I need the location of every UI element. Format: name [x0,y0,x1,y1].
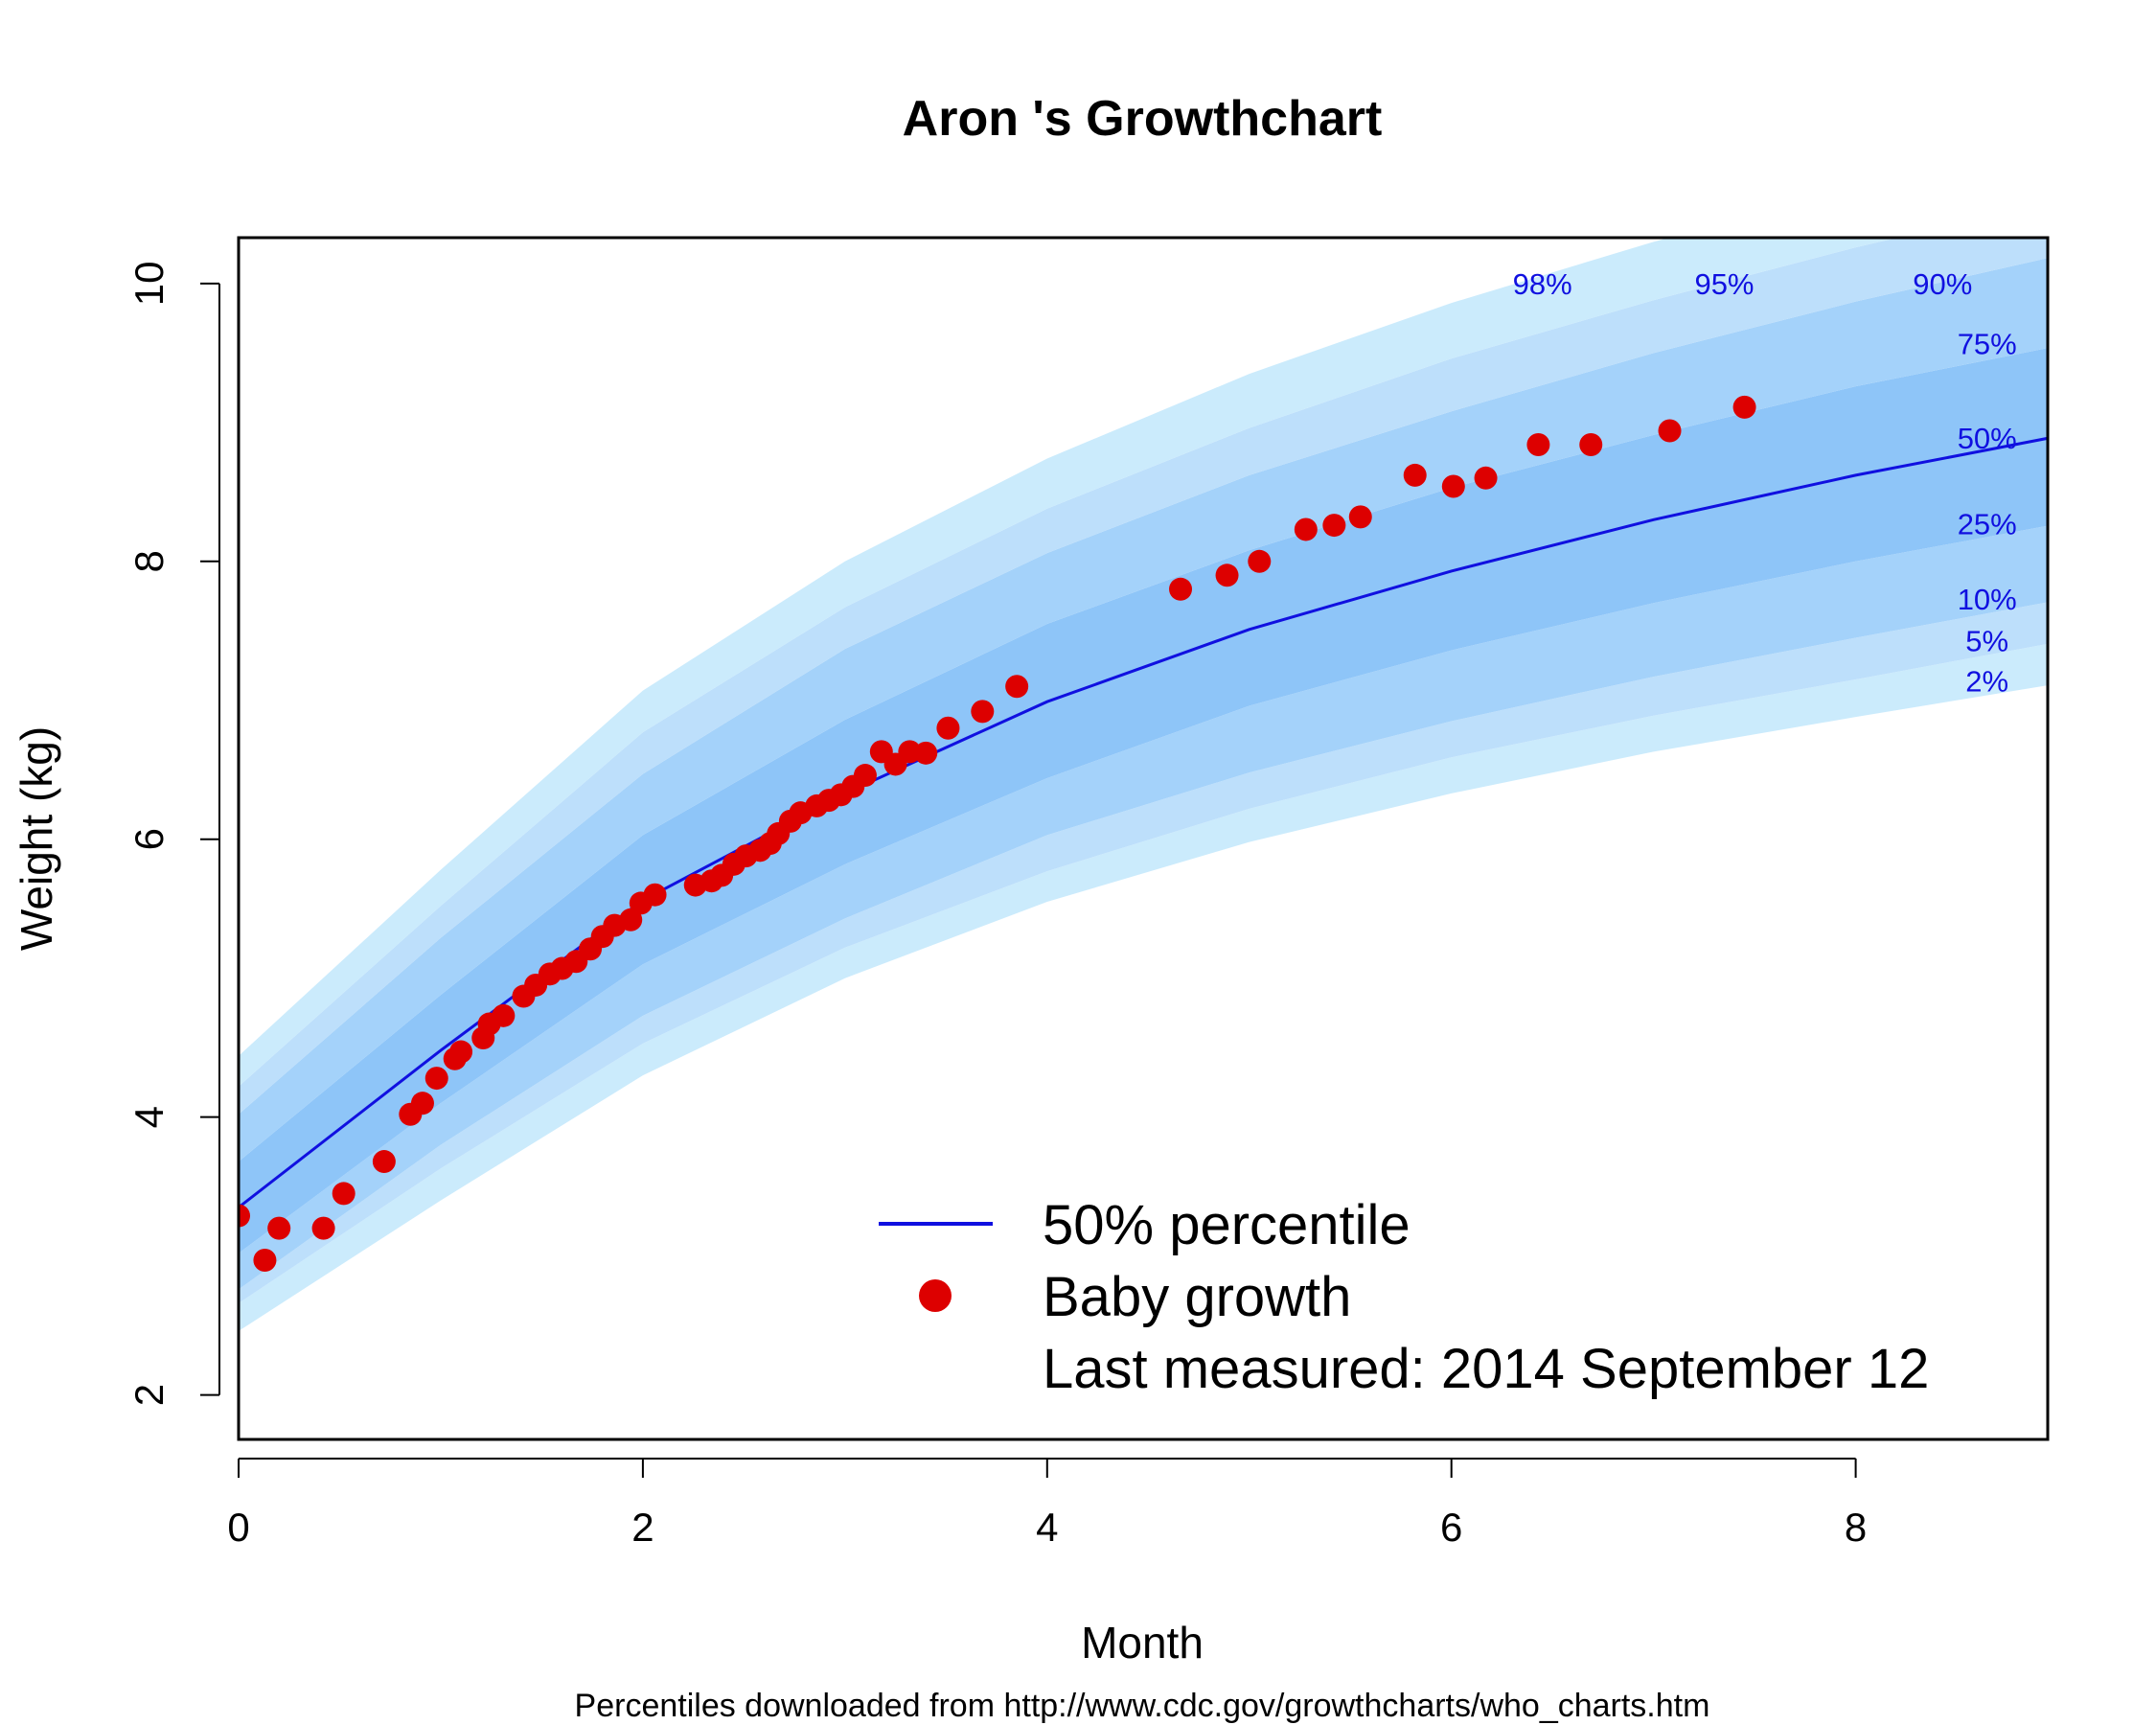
growth-point [1215,564,1239,587]
growth-point [619,908,643,932]
growth-point [1322,514,1346,538]
growth-point [1248,549,1272,573]
y-tick-label: 4 [126,1106,172,1128]
growth-point [239,1204,250,1228]
y-axis: 2 4 6 8 10 [126,261,220,1406]
x-axis-label: Month [1081,1618,1204,1668]
legend-point-swatch [919,1279,952,1312]
growth-point [1169,577,1193,601]
percentile-label-10: 10% [1958,583,2017,616]
growth-point [914,741,938,765]
x-tick-label: 6 [1440,1505,1462,1550]
percentile-band-50-75 [239,348,2048,1208]
percentile-label-90: 90% [1913,267,1972,301]
growth-point [1441,474,1465,498]
chart-title: Aron 's Growthchart [903,91,1383,147]
growth-point [332,1182,356,1206]
growth-point [1348,505,1372,529]
growth-point [936,716,960,740]
y-axis-label: Weight (kg) [11,726,61,951]
x-tick-label: 4 [1036,1505,1058,1550]
source-caption: Percentiles downloaded from http://www.c… [575,1688,1710,1724]
percentile-bands [239,238,2048,1331]
plot-frame [237,236,2050,1441]
baby-growth-points [239,395,1756,1272]
growth-point [1732,395,1756,419]
percentile-band-25-50 [239,438,2048,1254]
growth-point [1526,433,1550,457]
growth-point [853,764,877,788]
growth-point [1294,518,1318,541]
percentile-label-95: 95% [1694,267,1754,301]
growth-point [643,883,667,907]
growth-point [253,1248,277,1272]
growth-point [1005,675,1029,699]
percentile-label-25: 25% [1958,508,2017,541]
percentile-labels: 2% 5% 10% 25% 50% 75% 90% 95% 98% [1513,267,2017,699]
growth-point [410,1092,434,1116]
y-tick-label: 10 [126,261,172,306]
percentile-label-2: 2% [1965,665,2008,699]
growth-point [267,1216,291,1240]
legend-last-measured: Last measured: 2014 September 12 [1043,1338,1929,1400]
growth-point [311,1216,335,1240]
percentile-label-50: 50% [1958,422,2017,455]
y-tick-label: 2 [126,1384,172,1406]
percentile-label-5: 5% [1965,625,2008,658]
legend-line-label: 50% percentile [1043,1194,1411,1256]
x-tick-label: 0 [227,1505,249,1550]
growth-point [492,1003,516,1027]
percentile-band-75-90 [239,258,2048,1162]
x-tick-label: 2 [631,1505,654,1550]
y-tick-label: 6 [126,828,172,850]
growth-point [449,1040,473,1064]
growth-point [971,700,995,724]
y-tick-label: 8 [126,550,172,572]
growth-point [1474,466,1498,490]
growth-point [1658,419,1682,443]
percentile-band-10-25 [239,525,2048,1290]
legend: 50% percentile Baby growth Last measured… [879,1194,1929,1400]
x-tick-label: 8 [1845,1505,1867,1550]
percentile-band-5-10 [239,602,2048,1303]
growth-point [424,1067,448,1091]
percentile-label-98: 98% [1513,267,1572,301]
growth-point [1579,433,1603,457]
x-axis: 0 2 4 6 8 [227,1458,1867,1550]
percentile-band-2-5 [239,643,2048,1331]
percentile-label-75: 75% [1958,327,2017,360]
legend-points-label: Baby growth [1043,1266,1351,1328]
growth-point [372,1150,396,1174]
growth-point [1403,463,1427,487]
